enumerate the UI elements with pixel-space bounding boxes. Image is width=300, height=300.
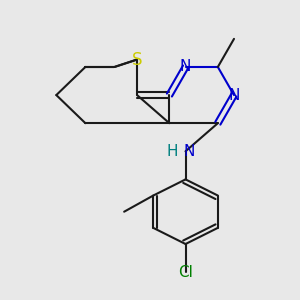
Text: N: N: [228, 88, 240, 103]
Text: Cl: Cl: [178, 265, 193, 280]
Text: N: N: [183, 144, 194, 159]
Text: H: H: [167, 144, 178, 159]
Text: N: N: [180, 59, 191, 74]
Text: S: S: [132, 50, 142, 68]
